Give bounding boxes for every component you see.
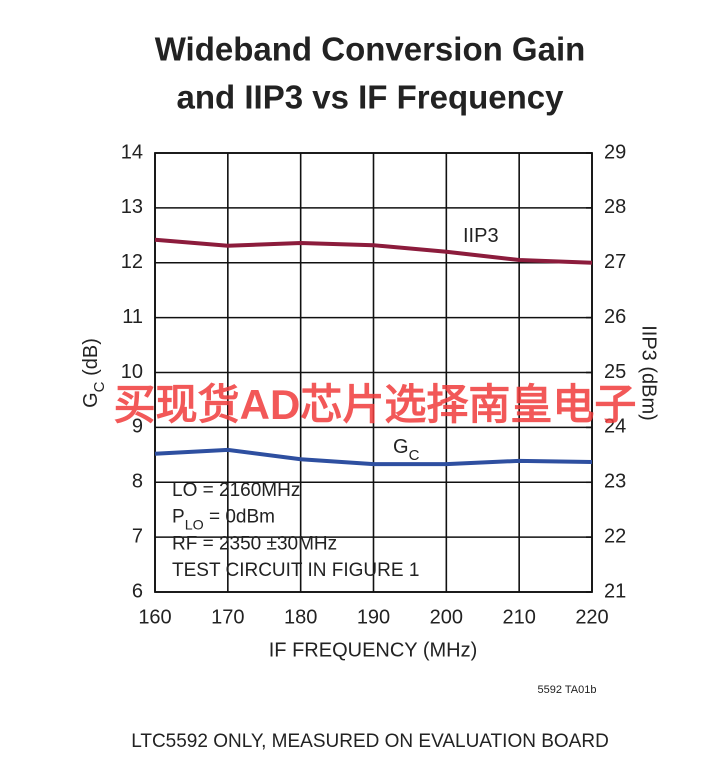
y-axis-label-part: (dB) (80, 338, 102, 381)
series-label: GC (393, 436, 420, 464)
x-tick-label: 170 (211, 606, 244, 628)
watermark: 买现货AD芯片选择南皇电子 (114, 381, 637, 428)
y2-tick-label: 23 (604, 471, 626, 493)
chart-title: Wideband Conversion Gain (155, 31, 586, 68)
series-line (154, 237, 593, 265)
annotation-part: LO = 2160MHz (172, 480, 300, 501)
y-tick-label: 8 (132, 471, 143, 493)
series-label: IIP3 (463, 225, 499, 247)
series-label-part: G (393, 436, 409, 458)
chart-title: and IIP3 vs IF Frequency (177, 79, 565, 116)
annotation: RF = 2350 ±30MHz (172, 533, 337, 554)
series-label-part: C (409, 447, 420, 464)
y-tick-label: 7 (132, 525, 143, 547)
annotation: TEST CIRCUIT IN FIGURE 1 (172, 560, 419, 581)
y-axis-label-part: C (91, 381, 108, 392)
x-tick-label: 190 (357, 606, 390, 628)
series-line (154, 447, 593, 467)
y-tick-label: 9 (132, 416, 143, 438)
y2-tick-label: 29 (604, 141, 626, 163)
x-axis-label: IF FREQUENCY (MHz) (269, 639, 478, 661)
x-tick-label: 160 (138, 606, 171, 628)
x-tick-label: 210 (502, 606, 535, 628)
caption: LTC5592 ONLY, MEASURED ON EVALUATION BOA… (131, 731, 609, 752)
y-tick-label: 11 (122, 306, 143, 328)
y2-tick-label: 21 (604, 580, 626, 602)
annotation-part: TEST CIRCUIT IN FIGURE 1 (172, 560, 419, 581)
y-tick-label: 10 (121, 361, 143, 383)
y2-tick-label: 28 (604, 196, 626, 218)
y2-axis-label: IIP3 (dBm) (638, 325, 660, 421)
x-tick-label: 200 (430, 606, 463, 628)
y-tick-label: 6 (132, 580, 143, 602)
annotation-part: RF = 2350 ±30MHz (172, 533, 337, 554)
series-label-part: IIP3 (463, 225, 499, 247)
annotation: LO = 2160MHz (172, 480, 300, 501)
y-axis-label: GC (dB) (80, 338, 108, 408)
x-tick-label: 180 (284, 606, 317, 628)
annotation-part: P (172, 507, 185, 528)
y2-tick-label: 22 (604, 525, 626, 547)
y-tick-label: 14 (121, 141, 143, 163)
y2-tick-label: 27 (604, 251, 626, 273)
annotation: PLO = 0dBm (172, 507, 275, 534)
plot-frame (154, 152, 593, 593)
y2-tick-label: 26 (604, 306, 626, 328)
annotation-part: LO (185, 517, 204, 533)
y2-tick-label: 24 (604, 416, 626, 438)
annotation-part: = 0dBm (204, 507, 275, 528)
y-axis-label-part: G (80, 392, 102, 408)
x-tick-label: 220 (575, 606, 608, 628)
figure-id: 5592 TA01b (538, 684, 597, 696)
y-tick-label: 13 (121, 196, 143, 218)
y2-tick-label: 25 (604, 361, 626, 383)
y-tick-label: 12 (121, 251, 143, 273)
